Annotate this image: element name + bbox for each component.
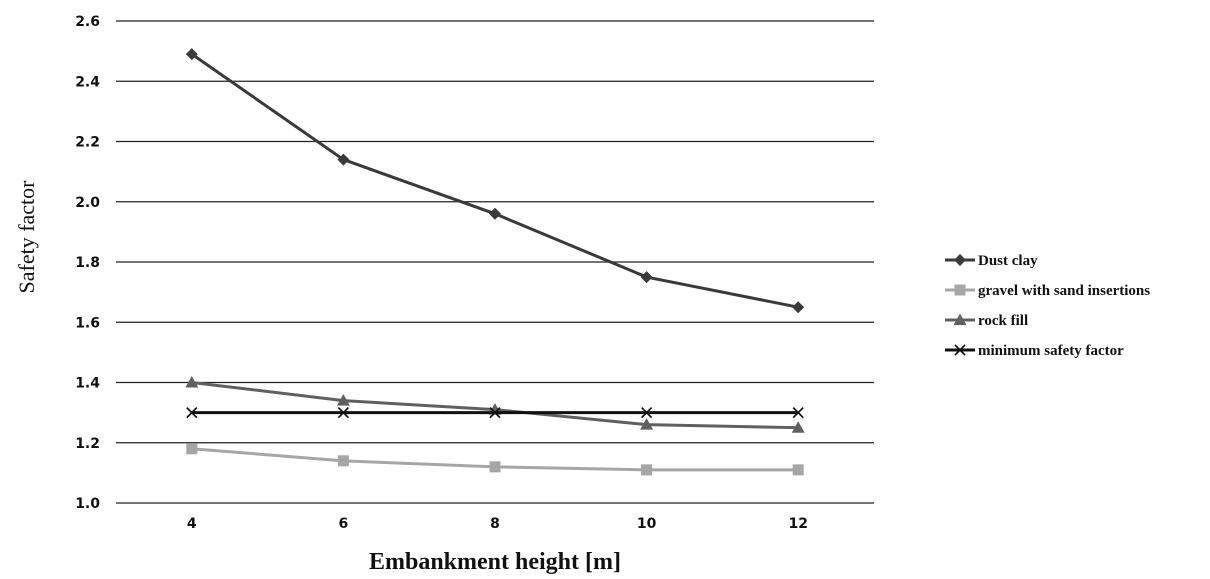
y-tick-label: 2.0 (75, 195, 100, 211)
legend-marker (954, 254, 966, 266)
gridlines (116, 20, 874, 504)
data-point (489, 407, 501, 419)
data-point (792, 464, 804, 476)
x-tick-label: 6 (339, 516, 349, 532)
data-point (337, 455, 349, 467)
x-axis-label: Embankment height [m] (369, 549, 621, 575)
y-tick-label: 1.4 (75, 376, 100, 392)
legend-item: rock fill (945, 313, 1028, 329)
x-tick-label: 8 (490, 516, 500, 532)
y-tick-label: 2.4 (75, 74, 100, 90)
y-tick-label: 1.8 (75, 255, 100, 271)
legend-label: minimum safety factor (978, 343, 1124, 359)
series-group (185, 48, 805, 476)
data-point (336, 394, 350, 406)
x-tick-label: 12 (788, 516, 807, 532)
data-point (641, 464, 653, 476)
y-tick-label: 1.0 (75, 496, 100, 512)
series-2 (185, 376, 805, 433)
legend-marker (953, 313, 967, 325)
y-tick-label: 1.6 (75, 315, 100, 331)
legend: Dust clay gravel with sand insertions rock… (945, 253, 1150, 359)
legend-label: rock fill (978, 313, 1028, 329)
data-point (185, 48, 198, 61)
y-tick-label: 2.6 (75, 14, 100, 30)
x-tick-label: 10 (637, 516, 657, 532)
x-axis-ticks: 4 6 8 10 12 (187, 516, 808, 532)
data-point (640, 271, 653, 284)
series-line (190, 52, 799, 309)
data-point (791, 421, 805, 433)
series-1 (186, 443, 804, 476)
y-axis-ticks: 1.0 1.2 1.4 1.6 1.8 2.0 2.2 2.4 2.6 (75, 14, 100, 512)
data-point (185, 376, 199, 388)
series-3 (186, 407, 804, 419)
y-tick-label: 2.2 (75, 135, 100, 151)
legend-item: gravel with sand insertions (945, 283, 1150, 299)
data-point (489, 461, 501, 473)
legend-item: minimum safety factor (945, 343, 1124, 359)
data-point (337, 407, 349, 419)
data-point (792, 301, 805, 314)
data-point (186, 407, 198, 419)
data-point (641, 407, 653, 419)
data-point (186, 443, 198, 455)
legend-label: Dust clay (978, 253, 1038, 269)
series-0 (185, 48, 805, 314)
data-point (489, 207, 501, 220)
legend-marker (954, 284, 966, 296)
data-point (337, 153, 350, 166)
x-tick-label: 4 (187, 516, 197, 532)
data-point (640, 418, 654, 430)
legend-item: Dust clay (945, 253, 1038, 269)
legend-marker (954, 344, 966, 356)
legend-label: gravel with sand insertions (978, 283, 1150, 299)
y-axis-label: Safety factor (14, 180, 39, 294)
data-point (792, 407, 804, 419)
y-tick-label: 1.2 (75, 436, 100, 452)
